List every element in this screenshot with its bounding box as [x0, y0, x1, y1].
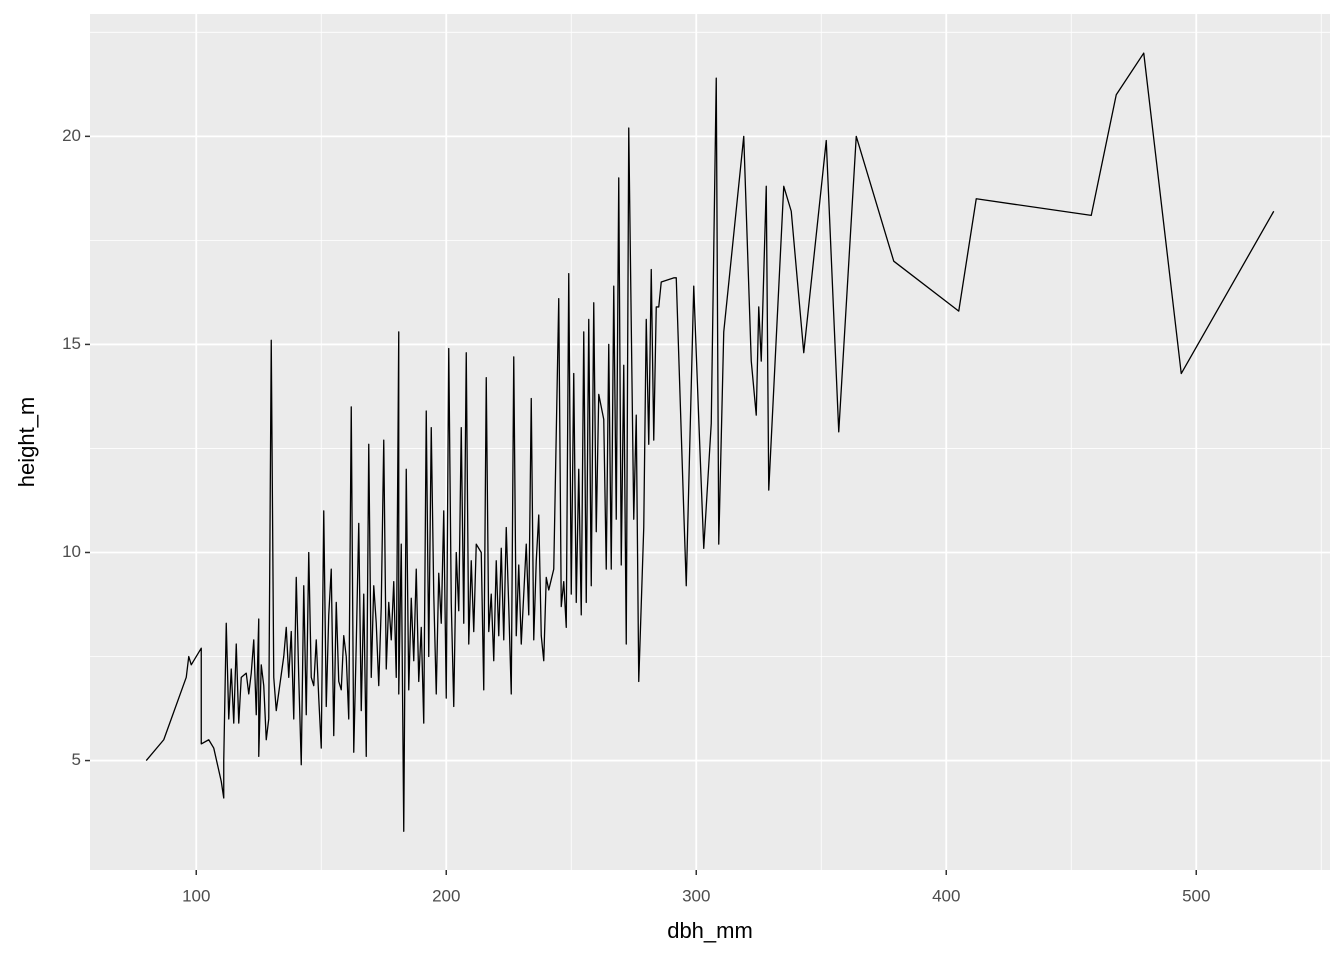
y-tick-label: 5 — [72, 750, 81, 769]
x-tick-label: 200 — [432, 886, 460, 905]
x-tick-label: 500 — [1182, 886, 1210, 905]
x-tick-label: 100 — [182, 886, 210, 905]
x-tick-label: 400 — [932, 886, 960, 905]
x-axis-title: dbh_mm — [667, 918, 753, 943]
y-tick-label: 10 — [62, 542, 81, 561]
x-tick-label: 300 — [682, 886, 710, 905]
y-tick-label: 15 — [62, 334, 81, 353]
y-tick-label: 20 — [62, 126, 81, 145]
data-line — [145, 52, 1275, 832]
y-axis-title: height_m — [14, 397, 39, 488]
